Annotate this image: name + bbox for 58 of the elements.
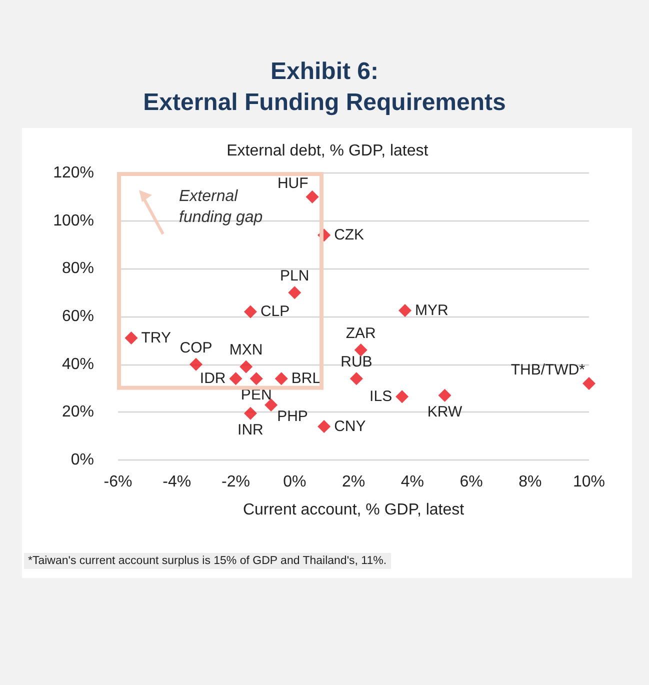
point — [229, 372, 242, 386]
annotation: CZK — [334, 226, 364, 244]
point — [240, 360, 253, 374]
y-tick-label: 80% — [62, 260, 94, 278]
point — [274, 372, 288, 386]
y-axis-title: External debt, % GDP, latest — [226, 142, 429, 160]
point — [244, 406, 257, 420]
x-tick-label: 8% — [518, 474, 542, 490]
annotation: MXN — [229, 342, 263, 359]
y-tick-label: 0% — [70, 452, 94, 468]
y-tick-label: 40% — [62, 356, 94, 373]
annotation: HUF — [277, 174, 308, 192]
annotation: IDR — [200, 370, 226, 388]
annotation: COP — [180, 339, 212, 356]
chart-title: Exhibit 6: — [269, 58, 380, 86]
annotation: KRW — [427, 403, 463, 420]
point — [124, 332, 138, 345]
x-tick-label: -6% — [104, 474, 132, 490]
annotation: THB/TWD* — [510, 361, 586, 378]
annotation: CLP — [260, 303, 290, 320]
y-tick-label: 120% — [53, 164, 94, 182]
point — [354, 343, 368, 356]
x-tick-label: 4% — [400, 474, 424, 490]
annotation: INR — [238, 421, 264, 438]
point — [582, 376, 596, 390]
annotation: TRY — [141, 330, 171, 347]
point — [318, 420, 331, 434]
point — [288, 286, 302, 300]
point — [250, 372, 263, 386]
y-tick-label: 60% — [62, 308, 94, 325]
x-axis-title: Current account, % GDP, latest — [242, 502, 465, 518]
point — [190, 358, 203, 371]
x-tick-label: 6% — [460, 474, 483, 490]
annotation: CNY — [334, 418, 366, 436]
annotation: BRL — [291, 370, 321, 388]
point — [396, 390, 409, 404]
y-tick-label: 100% — [53, 212, 94, 230]
point — [264, 398, 278, 412]
x-tick-label: 2% — [342, 474, 366, 490]
x-tick-label: 10% — [572, 474, 606, 490]
point — [244, 305, 257, 318]
point — [398, 304, 412, 318]
annotation: RUB — [340, 354, 372, 371]
annotation: PHP — [277, 408, 308, 425]
text: *Taiwan's current account surplus is 15% of GDP and Thailand's, 11%. — [24, 553, 391, 569]
annotation: External funding gap — [179, 188, 263, 226]
y-tick-label: 20% — [62, 404, 94, 421]
chart-subtitle: External Funding Requirements — [142, 89, 507, 117]
x-tick-label: -2% — [222, 474, 250, 490]
annotation: MYR — [415, 302, 449, 320]
annotation: PLN — [280, 268, 310, 285]
x-tick-label: 0% — [283, 474, 306, 490]
annotation: ILS — [370, 388, 392, 406]
annotation: ZAR — [346, 324, 376, 342]
x-tick-label: -4% — [162, 474, 192, 490]
point — [350, 372, 363, 386]
point — [306, 190, 319, 204]
point — [438, 388, 452, 402]
